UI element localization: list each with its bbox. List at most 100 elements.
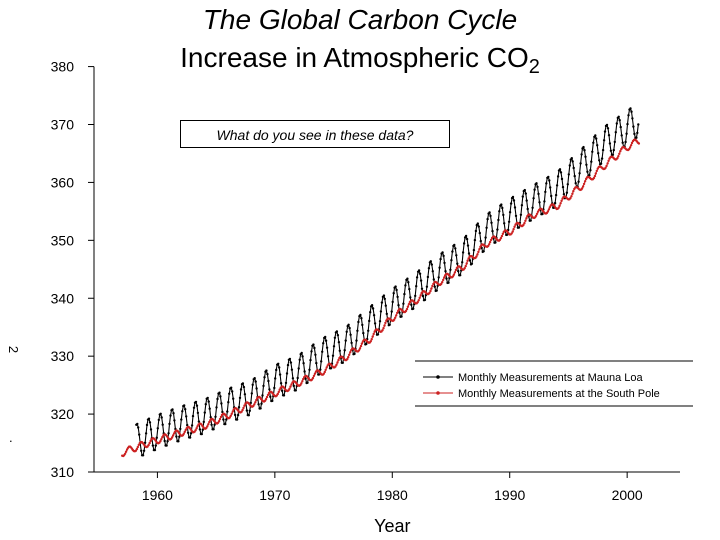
series-0-point-148 (279, 382, 283, 385)
y-tick-label-380: 380 (51, 59, 75, 75)
series-0-point-219 (349, 333, 352, 336)
series-0-point-398 (524, 192, 527, 195)
series-1-point-389 (501, 232, 505, 235)
series-0-point-419 (545, 182, 548, 185)
series-0-point-49 (183, 404, 186, 407)
series-1-point-206 (322, 372, 325, 375)
series-0-point-441 (566, 183, 569, 186)
series-0-point-26 (160, 416, 163, 419)
series-0-point-82 (215, 406, 218, 409)
series-1-point-484 (594, 172, 597, 175)
series-0-point-97 (230, 386, 233, 389)
series-0-point-509 (633, 132, 636, 136)
series-1-point-446 (557, 206, 560, 209)
series-0-point-273 (402, 302, 405, 305)
series-0-point-508 (632, 125, 635, 128)
series-1-point-196 (312, 374, 316, 377)
series-0-point-154 (285, 372, 289, 375)
series-0-point-381 (507, 220, 511, 223)
series-1-point-51 (170, 436, 174, 439)
series-0-point-98 (231, 390, 234, 393)
series-1-point-497 (607, 159, 610, 162)
series-0-point-172 (303, 370, 306, 373)
series-1-point-148 (265, 395, 269, 399)
series-0-point-105 (237, 406, 241, 409)
series-1-point-219 (335, 363, 338, 366)
series-0-point-319 (447, 281, 450, 284)
series-0-point-495 (619, 125, 622, 129)
series-1-point-100 (218, 417, 222, 421)
series-0-point-405 (531, 206, 534, 209)
series-0-point-165 (296, 376, 299, 380)
series-0-point-91 (224, 422, 227, 426)
series-0-point-95 (228, 392, 231, 395)
series-0-point-475 (599, 162, 603, 165)
series-0-point-113 (245, 409, 249, 412)
legend: Monthly Measurements at Mauna Loa Monthly… (415, 360, 693, 407)
series-0-point-393 (519, 213, 523, 216)
series-0-point-170 (301, 355, 304, 358)
series-1-point-231 (347, 356, 350, 359)
series-0-point-428 (553, 201, 557, 205)
series-0-point-9 (143, 441, 147, 444)
series-1-point-290 (404, 309, 408, 313)
series-1-point-269 (384, 321, 387, 325)
series-0-point-218 (348, 326, 351, 330)
series-0-point-87 (220, 402, 223, 405)
series-0-point-334 (461, 251, 465, 254)
series-0-point-251 (380, 301, 384, 304)
series-1-point-233 (349, 351, 352, 354)
series-0-point-74 (207, 400, 210, 403)
series-0-point-201 (331, 354, 335, 357)
series-0-point-34 (168, 422, 171, 426)
series-1-point-528 (637, 142, 641, 145)
series-0-point-167 (298, 358, 301, 361)
series-0-point-39 (173, 419, 176, 422)
series-1-point-363 (476, 253, 479, 256)
series-1-point-278 (393, 318, 396, 321)
series-0-point-463 (588, 174, 591, 177)
series-0-point-147 (278, 373, 282, 376)
series-0-point-454 (579, 162, 582, 165)
series-0-point-225 (355, 339, 358, 342)
series-0-point-244 (373, 322, 377, 325)
series-0-point-340 (467, 252, 471, 255)
series-0-point-159 (290, 368, 294, 371)
series-0-point-73 (206, 396, 209, 400)
series-0-point-310 (438, 266, 441, 269)
series-1-point-519 (628, 146, 632, 149)
series-0-point-241 (370, 304, 374, 307)
series-0-point-29 (163, 439, 166, 443)
series-1-point-473 (583, 180, 587, 183)
series-0-point-271 (400, 315, 403, 318)
series-1-point-17 (137, 443, 140, 447)
series-1-point-326 (440, 282, 443, 286)
series-0-point-433 (558, 168, 562, 171)
series-0-point-287 (415, 276, 419, 279)
annotation-box: What do you see in these data? (180, 120, 450, 148)
series-1-point-436 (547, 208, 551, 211)
series-0-point-337 (464, 234, 468, 238)
series-0-point-81 (214, 415, 217, 418)
series-1-point-173 (290, 383, 293, 386)
series-0-point-130 (262, 384, 265, 388)
series-0-point-44 (178, 435, 181, 438)
series-0-point-277 (406, 277, 409, 280)
series-0-point-239 (369, 311, 372, 314)
series-0-point-263 (392, 292, 395, 295)
series-1-point-207 (323, 370, 326, 374)
series-0-point-511 (635, 136, 638, 139)
series-0-point-455 (580, 153, 583, 156)
series-0-point-452 (577, 180, 580, 183)
series-0-point-329 (457, 269, 460, 273)
series-0-point-137 (269, 395, 272, 398)
series-0-point-361 (488, 211, 491, 214)
series-0-point-369 (496, 228, 499, 231)
series-1-point-161 (278, 388, 281, 391)
series-0-point-46 (180, 418, 183, 421)
series-1-point-40 (160, 438, 163, 441)
series-1-point-305 (419, 294, 422, 297)
series-0-point-352 (479, 239, 482, 243)
series-line-1 (122, 139, 640, 457)
series-0-point-127 (259, 407, 262, 410)
